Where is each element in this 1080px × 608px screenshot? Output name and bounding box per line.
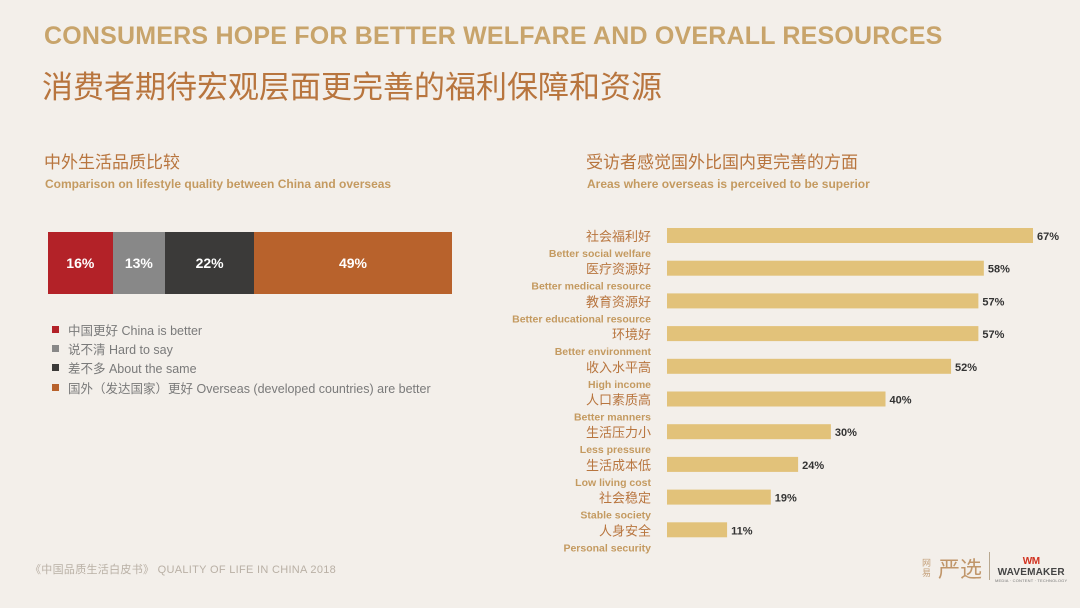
wavemaker-logo: WM WAVEMAKER MEDIA · CONTENT · TECHNOLOG… bbox=[995, 556, 1067, 583]
legend-item-3: 国外（发达国家）更好 Overseas (developed countries… bbox=[52, 378, 431, 397]
bar-8 bbox=[667, 489, 771, 505]
stacked-segment-1: 13% bbox=[112, 232, 166, 294]
bar-value-label-6: 30% bbox=[835, 427, 857, 439]
yanxuan-logo: 网易 严选 bbox=[922, 552, 982, 584]
wm-mark: WM bbox=[1022, 556, 1040, 567]
category-label-en-2: Better educational resource bbox=[512, 313, 651, 325]
bar-value-label-5: 40% bbox=[890, 395, 912, 407]
bar-9 bbox=[667, 522, 728, 538]
category-label-cn-2: 教育资源好 bbox=[586, 294, 651, 309]
stacked-segment-3: 49% bbox=[254, 232, 452, 294]
bar-value-label-4: 52% bbox=[955, 362, 977, 374]
bar-value-label-3: 57% bbox=[982, 329, 1004, 341]
category-label-cn-0: 社会福利好 bbox=[586, 229, 651, 244]
legend-label-1: 说不清 Hard to say bbox=[68, 343, 173, 358]
bar-0 bbox=[667, 228, 1033, 243]
stacked-bar-chart: 16% 13% 22% 49% bbox=[48, 232, 452, 294]
logo-divider bbox=[989, 552, 990, 580]
bar-value-label-7: 24% bbox=[802, 460, 824, 472]
category-label-en-3: Better environment bbox=[555, 346, 652, 358]
legend-label-0: 中国更好 China is better bbox=[68, 324, 203, 339]
bar-5 bbox=[667, 391, 886, 407]
right-section-title-cn: 受访者感觉国外比国内更完善的方面 bbox=[586, 153, 858, 172]
legend-swatch-2 bbox=[52, 364, 59, 372]
legend-swatch-3 bbox=[52, 383, 59, 391]
logo-wangyi-text: 网易 bbox=[922, 558, 932, 578]
category-label-en-8: Stable society bbox=[580, 510, 651, 522]
legend-swatch-0 bbox=[52, 326, 59, 334]
bar-value-label-9: 11% bbox=[731, 525, 753, 537]
report-footer: 《中国品质生活白皮书》 QUALITY OF LIFE IN CHINA 201… bbox=[30, 564, 337, 576]
wm-name: WAVEMAKER bbox=[997, 567, 1065, 578]
bar-7 bbox=[667, 456, 799, 472]
legend-item-2: 差不多 About the same bbox=[52, 358, 431, 377]
legend-swatch-1 bbox=[52, 345, 59, 353]
page-title-en: CONSUMERS HOPE FOR BETTER WELFARE AND OV… bbox=[44, 22, 943, 50]
category-label-en-0: Better social welfare bbox=[549, 248, 651, 260]
category-label-cn-5: 人口素质高 bbox=[586, 393, 651, 408]
left-section-title-cn: 中外生活品质比较 bbox=[44, 153, 180, 172]
bar-value-label-0: 67% bbox=[1037, 231, 1059, 243]
category-label-cn-9: 人身安全 bbox=[599, 523, 651, 538]
bar-3 bbox=[667, 326, 979, 342]
bar-6 bbox=[667, 424, 831, 440]
bar-2 bbox=[667, 293, 979, 309]
category-label-cn-6: 生活压力小 bbox=[586, 425, 651, 440]
legend-item-0: 中国更好 China is better bbox=[52, 320, 431, 339]
wm-sub: MEDIA · CONTENT · TECHNOLOGY bbox=[995, 578, 1068, 583]
category-label-en-7: Low living cost bbox=[575, 477, 651, 489]
category-label-en-5: Better manners bbox=[574, 412, 651, 424]
category-label-en-4: High income bbox=[588, 379, 651, 391]
legend-label-3: 国外（发达国家）更好 Overseas (developed countries… bbox=[68, 381, 431, 396]
legend-item-1: 说不清 Hard to say bbox=[52, 339, 431, 358]
category-label-en-6: Less pressure bbox=[580, 444, 651, 456]
page-title-cn: 消费者期待宏观层面更完善的福利保障和资源 bbox=[42, 70, 662, 105]
category-label-en-1: Better medical resource bbox=[531, 281, 651, 293]
bar-value-label-1: 58% bbox=[988, 264, 1010, 276]
bar-value-label-2: 57% bbox=[982, 296, 1004, 308]
legend-label-2: 差不多 About the same bbox=[68, 362, 197, 377]
logo-yanxuan-text: 严选 bbox=[938, 558, 983, 583]
stacked-segment-2: 22% bbox=[165, 232, 255, 294]
category-label-en-9: Personal security bbox=[563, 542, 651, 554]
category-label-cn-3: 环境好 bbox=[612, 327, 651, 342]
left-section-title-en: Comparison on lifestyle quality between … bbox=[45, 177, 392, 191]
right-section-title-en: Areas where overseas is perceived to be … bbox=[587, 177, 870, 191]
category-label-cn-8: 社会稳定 bbox=[599, 491, 651, 506]
stacked-bar-legend: 中国更好 China is better 说不清 Hard to say 差不多 A… bbox=[52, 320, 431, 397]
category-label-cn-7: 生活成本低 bbox=[586, 458, 651, 473]
category-label-cn-4: 收入水平高 bbox=[586, 360, 651, 375]
bar-value-label-8: 19% bbox=[775, 493, 797, 505]
bar-4 bbox=[667, 358, 952, 374]
bar-1 bbox=[667, 260, 984, 276]
category-label-cn-1: 医疗资源好 bbox=[586, 262, 651, 277]
stacked-segment-0: 16% bbox=[48, 232, 113, 294]
horizontal-bar-chart: 67% 社会福利好 Better social welfare 58% 医疗资源好 Bet… bbox=[512, 228, 1059, 554]
